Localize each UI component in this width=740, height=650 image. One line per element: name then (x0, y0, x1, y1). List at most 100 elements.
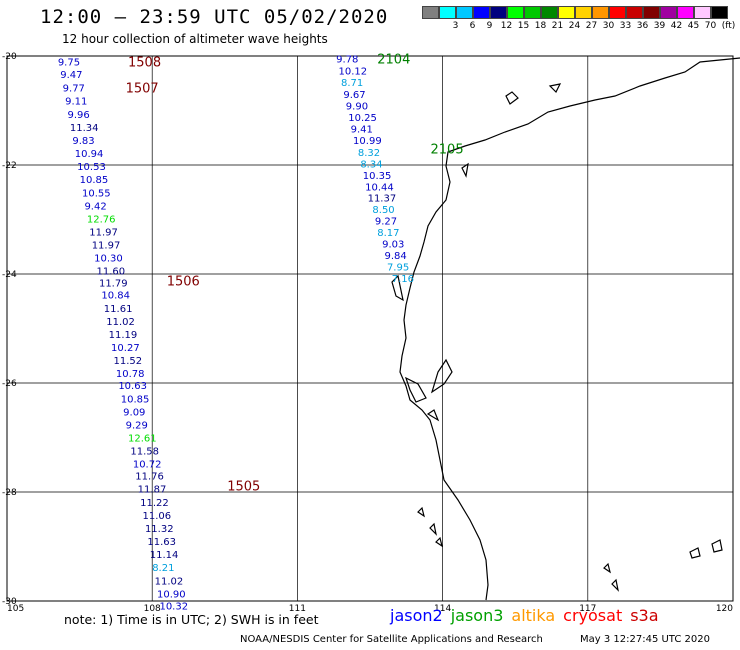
lat-tick-label: -26 (2, 379, 17, 389)
satellite-legend: jason2 jason3 altika cryosat s3a (390, 606, 667, 625)
wave-height-value: 11.76 (135, 472, 164, 483)
legend-label: 15 (517, 21, 530, 31)
wave-height-value: 9.42 (84, 201, 106, 212)
legend-swatch (456, 6, 473, 19)
legend-label: 12 (500, 21, 513, 31)
wave-height-value: 9.47 (60, 70, 82, 81)
legend-label: 6 (469, 21, 476, 31)
wave-height-value: 12.76 (87, 214, 116, 225)
legend-label: 3 (452, 21, 459, 31)
wave-height-value: 9.67 (343, 90, 365, 101)
wave-height-value: 11.14 (150, 550, 179, 561)
wave-height-value: 9.83 (72, 136, 94, 147)
wave-height-value: 7.95 (387, 262, 409, 273)
wave-height-value: 10.32 (159, 601, 188, 612)
wave-height-value: 10.25 (348, 113, 377, 124)
lat-tick-label: -30 (2, 597, 17, 607)
wave-height-value: 10.85 (121, 394, 150, 405)
wave-height-value: 9.29 (126, 420, 148, 431)
lat-lon-grid (6, 55, 734, 602)
legend-label: 36 (636, 21, 649, 31)
wave-height-value: 9.84 (385, 251, 407, 262)
wave-height-value: 10.63 (118, 381, 147, 392)
track-time-labels: 1508 1507 1506 1505 2104 2105 (126, 53, 464, 495)
wave-height-value: 11.22 (140, 498, 169, 509)
legend-swatch (643, 6, 660, 19)
wave-height-value: 10.72 (133, 460, 162, 471)
wave-height-value: 10.44 (365, 182, 394, 193)
wave-height-value: 9.77 (63, 84, 85, 95)
credit-line: NOAA/NESDIS Center for Satellite Applica… (240, 634, 543, 645)
legend-swatch (694, 6, 711, 19)
wave-height-value: 10.35 (363, 171, 392, 182)
lon-tick-label: 111 (289, 604, 306, 614)
legend-swatch (677, 6, 694, 19)
lat-tick-label: -22 (2, 161, 17, 171)
legend-swatch (711, 6, 728, 19)
track-time-label: 1507 (126, 82, 159, 97)
wave-height-value: 8.71 (341, 78, 363, 89)
lat-tick-label: -20 (2, 52, 17, 62)
wave-height-value: 11.79 (99, 279, 128, 290)
wave-height-value: 11.97 (92, 241, 121, 252)
satellite-name: s3a (630, 606, 659, 625)
legend-swatch (660, 6, 677, 19)
wave-height-value: 9.03 (382, 239, 404, 250)
axis-tick-labels: 105 108 111 114 117 120 -20 -22 -24 -26 -28 -30 (2, 52, 733, 614)
wave-height-value: 11.32 (145, 524, 174, 535)
wave-height-value: 10.30 (94, 254, 123, 265)
page-subtitle: 12 hour collection of altimeter wave hei… (62, 32, 328, 46)
wave-height-value: 8.17 (377, 228, 399, 239)
legend-label: 27 (585, 21, 598, 31)
wave-height-value: 8.34 (360, 159, 382, 170)
wave-height-value: 11.34 (70, 123, 99, 134)
satellite-name: cryosat (563, 606, 623, 625)
track-time-label: 2104 (377, 53, 410, 68)
wave-height-value: 9.11 (65, 97, 87, 108)
lon-tick-label: 105 (7, 604, 24, 614)
legend-label: 9 (486, 21, 493, 31)
legend-swatch (626, 6, 643, 19)
legend-label: 21 (551, 21, 564, 31)
legend-swatch (507, 6, 524, 19)
legend-label: 42 (670, 21, 683, 31)
wave-height-value: 11.06 (143, 511, 172, 522)
wave-height-value: 8.50 (372, 205, 394, 216)
legend-swatch (592, 6, 609, 19)
wave-height-value: 10.94 (75, 149, 104, 160)
wave-height-value: 10.78 (116, 369, 145, 380)
wave-height-value: 11.02 (106, 317, 135, 328)
legend-swatch (524, 6, 541, 19)
wave-height-value: 11.02 (155, 576, 184, 587)
wave-height-value: 12.61 (128, 434, 157, 445)
legend-swatch (439, 6, 456, 19)
wave-height-value: 9.27 (375, 217, 397, 228)
wave-height-value: 11.60 (97, 267, 126, 278)
page-title: 12:00 — 23:59 UTC 05/02/2020 (40, 6, 389, 28)
wave-height-value: 9.75 (58, 57, 80, 68)
satellite-name: jason2 (390, 606, 443, 625)
legend-unit: (ft) (721, 21, 736, 31)
wave-height-value: 7.16 (392, 274, 414, 285)
track-time-label: 1508 (128, 55, 161, 70)
legend-label: 18 (534, 21, 547, 31)
legend-swatch (422, 6, 439, 19)
track-time-label: 2105 (431, 143, 464, 158)
wave-height-value: 10.85 (80, 175, 109, 186)
wave-height-value: 11.61 (104, 304, 133, 315)
track-time-label: 1506 (167, 275, 200, 290)
wave-height-value: 11.63 (147, 537, 176, 548)
satellite-name: altika (511, 606, 556, 625)
wave-height-value: 11.37 (368, 194, 397, 205)
generation-timestamp: May 3 12:27:45 UTC 2020 (580, 634, 710, 645)
legend-label: 24 (568, 21, 581, 31)
wave-height-value: 11.97 (89, 227, 118, 238)
wave-height-value: 9.96 (68, 110, 90, 121)
lon-tick-label: 117 (579, 604, 596, 614)
legend-swatch (609, 6, 626, 19)
track-time-label: 1505 (227, 479, 260, 494)
legend-label: 45 (687, 21, 700, 31)
legend-swatch (558, 6, 575, 19)
australia-coastline (391, 57, 740, 601)
